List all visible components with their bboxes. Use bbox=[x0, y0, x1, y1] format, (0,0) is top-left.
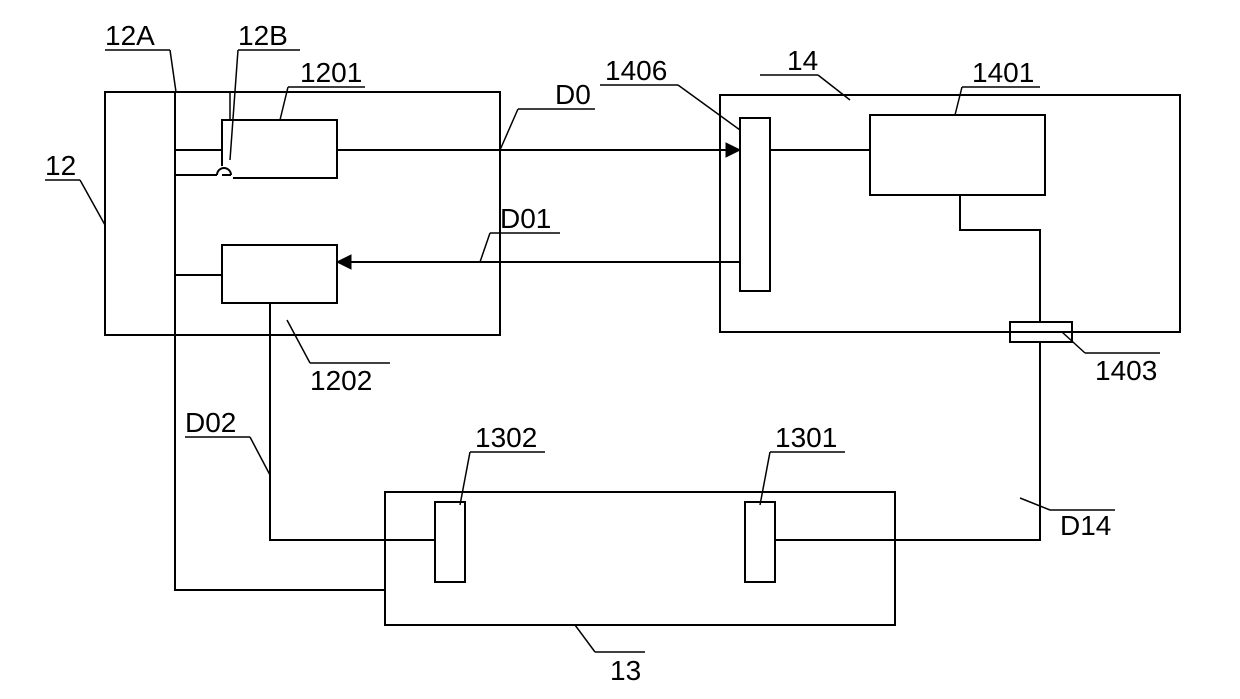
label-text-lD0: D0 bbox=[555, 79, 591, 110]
box-b13 bbox=[385, 492, 895, 625]
label-text-lD14: D14 bbox=[1060, 510, 1111, 541]
label-text-lD01: D01 bbox=[500, 203, 551, 234]
diagram-canvas: 12A 12B 1201 D0 1406 14 1401 12 D01 1202 1403 D02 13… bbox=[0, 0, 1240, 699]
label-text-l1403: 1403 bbox=[1095, 355, 1157, 386]
label-text-l12: 12 bbox=[45, 150, 76, 181]
box-b1406 bbox=[740, 118, 770, 291]
box-b14 bbox=[720, 95, 1180, 332]
label-leader-l1401 bbox=[955, 87, 962, 115]
label-leader-lD0 bbox=[500, 109, 518, 150]
label-leader-l1406 bbox=[678, 85, 740, 130]
arrow-d0 bbox=[726, 143, 740, 157]
label-text-l1401: 1401 bbox=[972, 57, 1034, 88]
box-b1301 bbox=[745, 502, 775, 582]
label-leader-l1202 bbox=[287, 320, 310, 363]
label-text-l1202: 1202 bbox=[310, 365, 372, 396]
box-b1401 bbox=[870, 115, 1045, 195]
label-leader-l14 bbox=[818, 75, 850, 100]
box-b12 bbox=[105, 92, 500, 335]
label-text-l12A: 12A bbox=[105, 20, 155, 51]
label-leader-l1302 bbox=[460, 452, 470, 505]
label-leader-l13 bbox=[575, 625, 595, 652]
line-d02_line bbox=[270, 303, 435, 540]
box-b1201 bbox=[222, 120, 337, 178]
label-leader-l12B bbox=[230, 50, 238, 160]
label-leader-l12A bbox=[170, 50, 176, 92]
label-text-l1201: 1201 bbox=[300, 57, 362, 88]
label-leader-lD14 bbox=[1020, 498, 1050, 510]
label-text-lD02: D02 bbox=[185, 407, 236, 438]
label-text-l1406: 1406 bbox=[605, 55, 667, 86]
label-text-l14: 14 bbox=[787, 45, 818, 76]
label-text-l13: 13 bbox=[610, 655, 641, 686]
line-conn1401_1403 bbox=[960, 195, 1040, 322]
box-b1302 bbox=[435, 502, 465, 582]
label-text-l1301: 1301 bbox=[775, 422, 837, 453]
label-leader-l1301 bbox=[760, 452, 770, 505]
label-leader-lD01 bbox=[480, 233, 490, 262]
label-text-l12B: 12B bbox=[238, 20, 288, 51]
arrow-d01 bbox=[337, 255, 351, 269]
label-text-l1302: 1302 bbox=[475, 422, 537, 453]
label-leader-lD02 bbox=[250, 437, 270, 475]
box-b1202 bbox=[222, 245, 337, 303]
label-leader-l12 bbox=[80, 180, 105, 225]
